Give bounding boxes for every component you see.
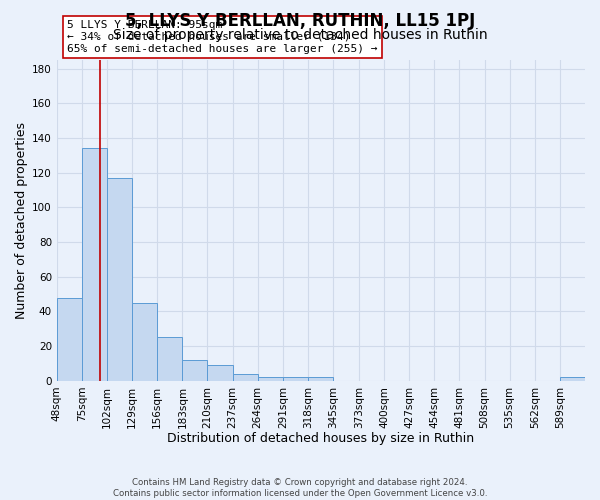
Bar	[308, 378, 333, 381]
Text: Contains HM Land Registry data © Crown copyright and database right 2024.
Contai: Contains HM Land Registry data © Crown c…	[113, 478, 487, 498]
Bar	[132, 303, 157, 381]
Bar	[283, 378, 308, 381]
X-axis label: Distribution of detached houses by size in Ruthin: Distribution of detached houses by size …	[167, 432, 475, 445]
Bar	[82, 148, 107, 381]
Bar	[233, 374, 257, 381]
Bar	[560, 378, 585, 381]
Bar	[107, 178, 132, 381]
Bar	[182, 360, 208, 381]
Bar	[208, 365, 233, 381]
Text: Size of property relative to detached houses in Ruthin: Size of property relative to detached ho…	[113, 28, 487, 42]
Y-axis label: Number of detached properties: Number of detached properties	[15, 122, 28, 319]
Bar	[57, 298, 82, 381]
Text: 5 LLYS Y BERLLAN: 95sqm
← 34% of detached houses are smaller (134)
65% of semi-d: 5 LLYS Y BERLLAN: 95sqm ← 34% of detache…	[67, 20, 378, 54]
Bar	[157, 338, 182, 381]
Bar	[257, 378, 283, 381]
Text: 5, LLYS Y BERLLAN, RUTHIN, LL15 1PJ: 5, LLYS Y BERLLAN, RUTHIN, LL15 1PJ	[125, 12, 475, 30]
